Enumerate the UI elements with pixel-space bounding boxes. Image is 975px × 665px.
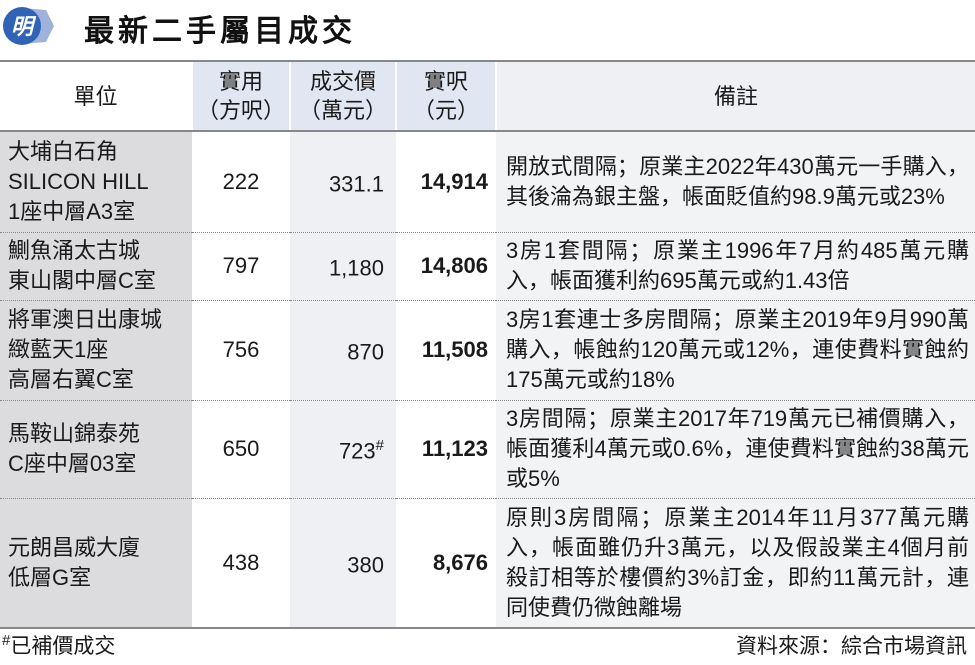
note-cell: 3房間隔；原業主2017年719萬元已補價購入，帳面獲利4萬元或0.6%，連使費…	[496, 400, 975, 499]
unit-cell: 馬鞍山錦泰苑 C座中層03室	[0, 400, 192, 499]
psf-cell: 8,676	[396, 498, 496, 629]
area-cell: 438	[192, 498, 290, 629]
unit-line: C座中層03室	[8, 451, 137, 476]
unit-line: 馬鞍山錦泰苑	[8, 421, 141, 446]
table-row: 大埔白石角 SILICON HILL 1座中層A3室 222 331.1 14,91…	[0, 131, 975, 233]
psf-cell: 11,508	[396, 300, 496, 401]
source-note: 資料來源：綜合市場資訊	[736, 635, 967, 658]
price-cell: 380	[290, 498, 396, 629]
price-cell: 723#	[290, 400, 396, 499]
psf-cell: 14,914	[396, 131, 496, 233]
unit-cell: 元朗昌威大廈 低層G室	[0, 498, 192, 629]
footer: #已補價成交 資料來源：綜合市場資訊	[0, 628, 975, 660]
unit-line: 將軍澳日出康城	[8, 307, 163, 332]
unit-cell: 大埔白石角 SILICON HILL 1座中層A3室	[0, 131, 192, 233]
psf-cell: 11,123	[396, 400, 496, 499]
unit-line: 高層右翼C室	[8, 367, 134, 392]
column-header-psf: 實呎 （元）	[395, 60, 496, 132]
table-row: 元朗昌威大廈 低層G室 438 380 8,676 原則3房間隔；原業主2014年…	[0, 498, 975, 629]
price-cell: 331.1	[290, 131, 396, 233]
area-cell: 650	[192, 400, 290, 499]
unit-line: 低層G室	[8, 564, 92, 590]
note-cell: 3房1套間隔；原業主1996年7月約485萬元購入，帳面獲利約695萬元或約1.…	[496, 232, 975, 301]
table-row: 將軍澳日出康城 緻藍天1座高層右翼C室 756 870 11,508 3房1套連士…	[0, 300, 975, 401]
unit-line: 大埔白石角	[8, 138, 119, 164]
unit-line: 東山閣中層C室	[8, 268, 156, 293]
price-cell: 1,180	[290, 232, 396, 301]
ming-pao-logo-icon: 明	[3, 7, 54, 45]
unit-cell: 將軍澳日出康城 緻藍天1座高層右翼C室	[0, 300, 192, 401]
title-bar: 明 最新二手屬目成交	[0, 0, 975, 58]
column-header-note: 備註	[495, 60, 975, 132]
footnote: #已補價成交	[2, 632, 116, 658]
note-cell: 3房1套連士多房間隔；原業主2019年9月990萬購入，帳蝕約120萬元或12%…	[496, 300, 975, 401]
table-header-row: 單位 實用 （方呎） 成交價 （萬元） 實呎 （元） 備註	[0, 60, 975, 132]
table-row: 鰂魚涌太古城 東山閣中層C室 797 1,180 14,806 3房1套間隔；原業…	[0, 232, 975, 301]
unit-line: 元朗昌威大廈	[8, 534, 141, 560]
transactions-table: 單位 實用 （方呎） 成交價 （萬元） 實呎 （元） 備註 大埔白石角 SILICON …	[0, 60, 975, 629]
note-cell: 原則3房間隔；原業主2014年11月377萬元購入，帳面雖仍升3萬元，以及假設業…	[496, 498, 975, 629]
table-row: 馬鞍山錦泰苑 C座中層03室 650 723# 11,123 3房間隔；原業主20…	[0, 400, 975, 499]
column-header-area: 實用 （方呎）	[191, 60, 290, 132]
psf-cell: 14,806	[396, 232, 496, 301]
area-cell: 756	[192, 300, 290, 401]
area-cell: 797	[192, 232, 290, 301]
page-title: 最新二手屬目成交	[84, 15, 356, 48]
price-cell: 870	[290, 300, 396, 401]
unit-line: 鰂魚涌太古城	[8, 238, 141, 263]
column-header-price: 成交價 （萬元）	[289, 60, 396, 132]
unit-cell: 鰂魚涌太古城 東山閣中層C室	[0, 232, 192, 301]
unit-line: SILICON HILL	[8, 168, 149, 194]
note-cell: 開放式間隔；原業主2022年430萬元一手購入，其後淪為銀主盤，帳面貶值約98.…	[496, 131, 975, 233]
unit-line: 緻藍天1座	[8, 337, 109, 362]
area-cell: 222	[192, 131, 290, 233]
unit-line: 1座中層A3室	[8, 198, 136, 224]
svg-text:明: 明	[11, 14, 37, 39]
price-mark: #	[375, 437, 384, 455]
column-header-unit: 單位	[0, 60, 192, 132]
